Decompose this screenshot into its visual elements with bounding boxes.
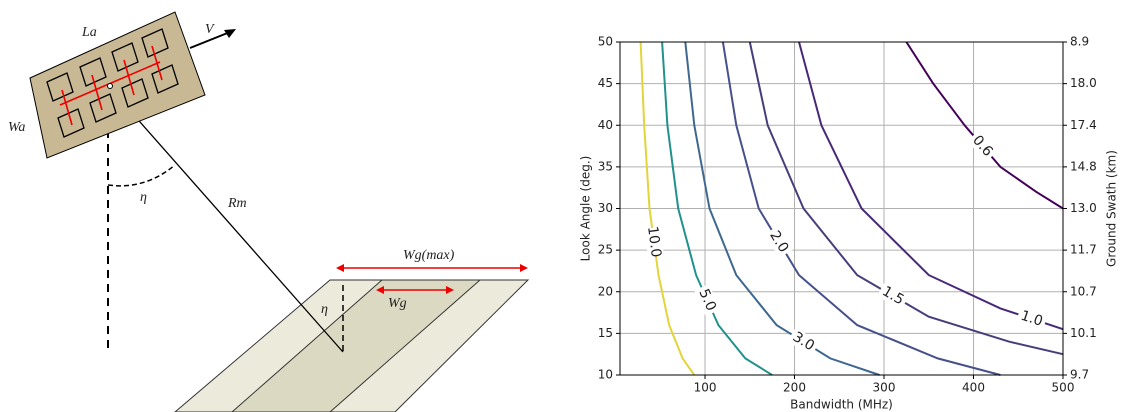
antenna: [29, 11, 206, 159]
label: V: [205, 22, 215, 37]
y-tick-label: 10: [598, 368, 613, 382]
contour-line: [798, 41, 1064, 331]
arrow-head: [336, 264, 344, 272]
velocity-arrow: [189, 31, 231, 49]
y2-tick-label: 17.4: [1070, 118, 1097, 132]
y2-tick-label: 8.9: [1070, 35, 1089, 49]
angle-arc: [107, 164, 176, 187]
contour-line: [639, 41, 696, 376]
arrow-head: [224, 29, 236, 38]
contour-line: [684, 41, 880, 376]
contour-label: 1.0: [1019, 308, 1045, 330]
arrow-head: [376, 286, 384, 294]
label: Rm: [227, 196, 247, 211]
x-tick-label: 300: [873, 381, 896, 395]
contour-chart: 100 200 300 400 500 10 15 20 25 30 35 40 45 50 9.7 10.1…: [579, 35, 1119, 412]
y2-tick-label: 11.7: [1070, 243, 1097, 257]
y-tick-label: 15: [598, 326, 613, 340]
label-bg: [967, 130, 998, 162]
arrow-head: [520, 264, 528, 272]
label-bg: [876, 281, 910, 310]
contour-label: 10.0: [644, 225, 664, 258]
y2-tick-label: 18.0: [1070, 76, 1097, 90]
swath-band: [231, 279, 482, 412]
label-bg: [1015, 306, 1048, 331]
phase-center: [107, 83, 113, 89]
y-tick-label: 45: [598, 76, 613, 90]
x-tick-label: 100: [694, 381, 717, 395]
x-tick-label: 200: [783, 381, 806, 395]
label: Wg(max): [403, 248, 455, 263]
label-bg: [644, 226, 664, 257]
y2-tick-label: 14.8: [1070, 159, 1097, 173]
y2-axis-label: Ground Swath (km): [1105, 150, 1119, 267]
x-axis-label: Bandwidth (MHz): [790, 398, 893, 412]
y-tick-label: 40: [598, 118, 613, 132]
sar-diagram: La V Wa η Rm Wg(max) η Wg: [8, 11, 530, 412]
y-tick-label: 35: [598, 159, 613, 173]
label: Wa: [8, 120, 25, 135]
antenna-elements: [46, 28, 179, 138]
y2-tick-label: 10.7: [1070, 284, 1097, 298]
y-tick-label: 50: [598, 35, 613, 49]
y2-tick-label: 13.0: [1070, 201, 1097, 215]
label-bg: [787, 327, 820, 356]
label-bg: [694, 284, 721, 317]
x-tick-label: 500: [1052, 381, 1075, 395]
y-tick-label: 25: [598, 243, 613, 257]
range-line: [109, 87, 344, 353]
label: La: [81, 25, 97, 40]
y-tick-label: 30: [598, 201, 613, 215]
label: η: [321, 302, 328, 317]
label: η: [140, 190, 147, 205]
contour-line: [721, 41, 1001, 376]
arrow-head: [446, 286, 454, 294]
plot-frame: [619, 41, 1064, 376]
y2-tick-label: 10.1: [1070, 326, 1097, 340]
contour-line: [748, 41, 1064, 356]
label: Wg: [388, 296, 407, 311]
x-tick-label: 400: [962, 381, 985, 395]
contour-line: [661, 41, 773, 376]
y-tick-label: 20: [598, 284, 613, 298]
y-axis-label: Look Angle (deg.): [579, 156, 593, 262]
y2-tick-label: 9.7: [1070, 368, 1089, 382]
label-bg: [764, 225, 793, 258]
